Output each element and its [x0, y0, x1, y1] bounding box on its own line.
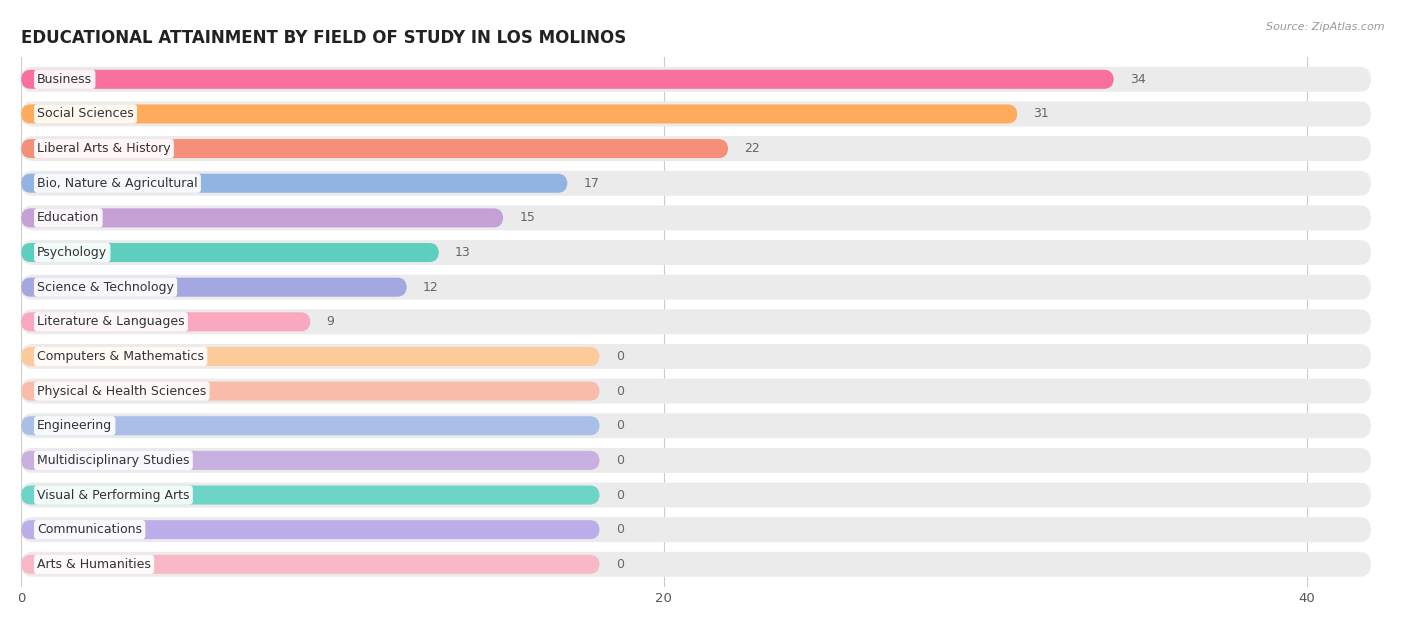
Text: Physical & Health Sciences: Physical & Health Sciences: [37, 385, 207, 398]
FancyBboxPatch shape: [21, 312, 311, 331]
FancyBboxPatch shape: [21, 552, 1371, 577]
FancyBboxPatch shape: [21, 104, 1018, 124]
FancyBboxPatch shape: [21, 451, 599, 470]
FancyBboxPatch shape: [21, 240, 1371, 265]
FancyBboxPatch shape: [21, 139, 728, 158]
Text: 0: 0: [616, 454, 624, 467]
Text: Business: Business: [37, 73, 93, 86]
FancyBboxPatch shape: [21, 243, 439, 262]
FancyBboxPatch shape: [21, 517, 1371, 542]
FancyBboxPatch shape: [21, 413, 1371, 438]
Text: Education: Education: [37, 211, 100, 225]
Text: Visual & Performing Arts: Visual & Performing Arts: [37, 488, 190, 502]
Text: 9: 9: [326, 316, 335, 328]
Text: 0: 0: [616, 488, 624, 502]
FancyBboxPatch shape: [21, 206, 1371, 230]
FancyBboxPatch shape: [21, 171, 1371, 196]
FancyBboxPatch shape: [21, 136, 1371, 161]
FancyBboxPatch shape: [21, 70, 1114, 89]
FancyBboxPatch shape: [21, 344, 1371, 369]
Text: Arts & Humanities: Arts & Humanities: [37, 558, 150, 571]
Text: 15: 15: [519, 211, 536, 225]
Text: Psychology: Psychology: [37, 246, 107, 259]
Text: Literature & Languages: Literature & Languages: [37, 316, 184, 328]
FancyBboxPatch shape: [21, 483, 1371, 507]
Text: 34: 34: [1130, 73, 1146, 86]
Text: 0: 0: [616, 385, 624, 398]
Text: 0: 0: [616, 419, 624, 432]
Text: Bio, Nature & Agricultural: Bio, Nature & Agricultural: [37, 177, 198, 190]
FancyBboxPatch shape: [21, 347, 599, 366]
Text: Multidisciplinary Studies: Multidisciplinary Studies: [37, 454, 190, 467]
Text: Communications: Communications: [37, 523, 142, 536]
Text: Social Sciences: Social Sciences: [37, 107, 134, 121]
FancyBboxPatch shape: [21, 67, 1371, 91]
Text: Engineering: Engineering: [37, 419, 112, 432]
Text: 31: 31: [1033, 107, 1049, 121]
FancyBboxPatch shape: [21, 555, 599, 574]
Text: 0: 0: [616, 350, 624, 363]
FancyBboxPatch shape: [21, 520, 599, 540]
Text: 0: 0: [616, 523, 624, 536]
FancyBboxPatch shape: [21, 102, 1371, 126]
Text: Computers & Mathematics: Computers & Mathematics: [37, 350, 204, 363]
FancyBboxPatch shape: [21, 174, 568, 192]
FancyBboxPatch shape: [21, 382, 599, 401]
FancyBboxPatch shape: [21, 416, 599, 435]
FancyBboxPatch shape: [21, 274, 1371, 300]
Text: 13: 13: [456, 246, 471, 259]
Text: Source: ZipAtlas.com: Source: ZipAtlas.com: [1267, 22, 1385, 32]
Text: 0: 0: [616, 558, 624, 571]
Text: Liberal Arts & History: Liberal Arts & History: [37, 142, 170, 155]
Text: 12: 12: [423, 281, 439, 293]
FancyBboxPatch shape: [21, 485, 599, 505]
Text: EDUCATIONAL ATTAINMENT BY FIELD OF STUDY IN LOS MOLINOS: EDUCATIONAL ATTAINMENT BY FIELD OF STUDY…: [21, 29, 626, 47]
Text: 22: 22: [744, 142, 759, 155]
FancyBboxPatch shape: [21, 278, 406, 297]
FancyBboxPatch shape: [21, 379, 1371, 404]
Text: Science & Technology: Science & Technology: [37, 281, 174, 293]
Text: 17: 17: [583, 177, 599, 190]
FancyBboxPatch shape: [21, 309, 1371, 334]
FancyBboxPatch shape: [21, 448, 1371, 473]
FancyBboxPatch shape: [21, 208, 503, 227]
